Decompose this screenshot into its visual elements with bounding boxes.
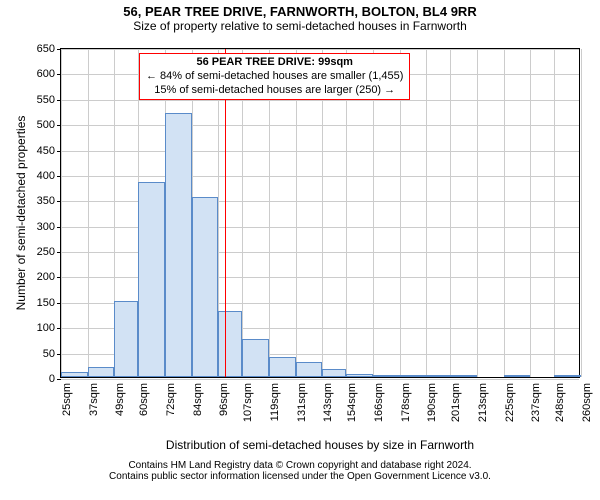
x-axis-label: Distribution of semi-detached houses by … (60, 438, 580, 452)
title-line1: 56, PEAR TREE DRIVE, FARNWORTH, BOLTON, … (0, 4, 600, 19)
annotation-line: 56 PEAR TREE DRIVE: 99sqm (146, 56, 403, 70)
y-tick-label: 400 (37, 170, 61, 182)
gridline-vertical (554, 49, 555, 377)
histogram-chart: 0501001502002503003504004505005506006502… (60, 48, 580, 378)
gridline-vertical (88, 49, 89, 377)
histogram-bar (373, 375, 400, 377)
y-tick-label: 600 (37, 68, 61, 80)
x-tick-label: 201sqm (450, 383, 462, 422)
x-tick-label: 107sqm (242, 383, 254, 422)
histogram-bar (61, 372, 88, 377)
y-tick-label: 350 (37, 195, 61, 207)
histogram-bar (346, 374, 373, 377)
histogram-bar (192, 197, 219, 377)
histogram-bar (554, 375, 581, 377)
x-tick-label: 178sqm (400, 383, 412, 422)
title-line2: Size of property relative to semi-detach… (0, 19, 600, 33)
x-tick-label: 25sqm (61, 383, 73, 416)
y-tick-label: 300 (37, 221, 61, 233)
histogram-bar (296, 362, 323, 377)
x-tick-label: 72sqm (165, 383, 177, 416)
x-tick-label: 166sqm (373, 383, 385, 422)
histogram-bar (218, 311, 242, 377)
y-tick-label: 450 (37, 145, 61, 157)
histogram-bar (138, 182, 165, 377)
property-annotation-box: 56 PEAR TREE DRIVE: 99sqm← 84% of semi-d… (139, 53, 410, 100)
x-tick-label: 60sqm (138, 383, 150, 416)
histogram-bar (426, 375, 450, 377)
y-tick-label: 100 (37, 322, 61, 334)
histogram-bar (269, 357, 296, 377)
gridline-vertical (450, 49, 451, 377)
x-tick-label: 190sqm (426, 383, 438, 422)
histogram-bar (114, 301, 138, 377)
annotation-line: 15% of semi-detached houses are larger (… (146, 84, 403, 98)
histogram-bar (88, 367, 115, 377)
y-tick-label: 0 (49, 373, 61, 385)
y-tick-label: 650 (37, 43, 61, 55)
histogram-bar (400, 375, 427, 377)
histogram-bar (450, 375, 477, 377)
x-tick-label: 37sqm (88, 383, 100, 416)
x-tick-label: 49sqm (114, 383, 126, 416)
x-tick-label: 143sqm (322, 383, 334, 422)
annotation-line: ← 84% of semi-detached houses are smalle… (146, 70, 403, 84)
gridline-vertical (426, 49, 427, 377)
gridline-vertical (581, 49, 582, 377)
footer-attribution: Contains HM Land Registry data © Crown c… (0, 460, 600, 482)
x-tick-label: 213sqm (477, 383, 489, 422)
x-tick-label: 96sqm (218, 383, 230, 416)
y-axis-label: Number of semi-detached properties (14, 116, 28, 311)
x-tick-label: 119sqm (269, 383, 281, 421)
gridline-vertical (504, 49, 505, 377)
y-tick-label: 200 (37, 271, 61, 283)
x-tick-label: 84sqm (192, 383, 204, 416)
gridline-vertical (530, 49, 531, 377)
x-tick-label: 237sqm (530, 383, 542, 422)
histogram-bar (242, 339, 269, 377)
y-tick-label: 250 (37, 246, 61, 258)
gridline-vertical (477, 49, 478, 377)
x-tick-label: 131sqm (296, 383, 308, 422)
x-tick-label: 260sqm (581, 383, 593, 422)
histogram-bar (504, 375, 531, 377)
y-tick-label: 500 (37, 119, 61, 131)
gridline-horizontal (61, 379, 579, 380)
histogram-bar (165, 113, 192, 377)
x-tick-label: 225sqm (504, 383, 516, 422)
histogram-bar (322, 369, 346, 377)
gridline-vertical (61, 49, 62, 377)
x-tick-label: 154sqm (346, 383, 358, 422)
footer-line2: Contains public sector information licen… (0, 471, 600, 482)
x-tick-label: 248sqm (554, 383, 566, 422)
y-tick-label: 50 (43, 348, 61, 360)
y-tick-label: 150 (37, 297, 61, 309)
y-tick-label: 550 (37, 94, 61, 106)
footer-line1: Contains HM Land Registry data © Crown c… (0, 460, 600, 471)
page-title: 56, PEAR TREE DRIVE, FARNWORTH, BOLTON, … (0, 4, 600, 33)
